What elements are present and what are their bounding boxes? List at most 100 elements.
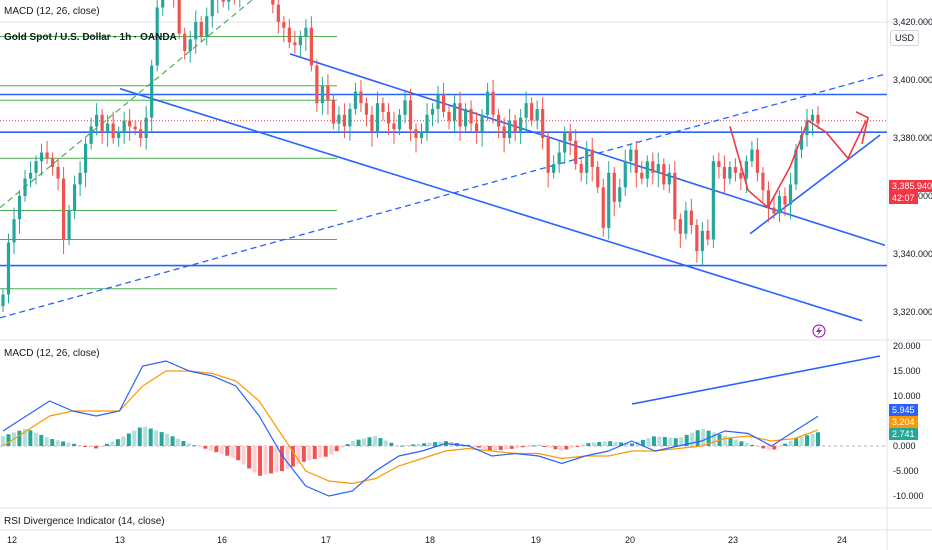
macd-histogram-bar	[362, 438, 367, 446]
macd-histogram-bar	[438, 441, 443, 446]
candle-body	[524, 103, 528, 118]
candle-body	[552, 164, 556, 173]
macd-histogram-bar	[356, 439, 361, 446]
candle-body	[513, 120, 517, 133]
macd-histogram-bar	[88, 446, 93, 448]
candle-body	[111, 123, 115, 138]
currency-button[interactable]: USD	[890, 30, 920, 46]
candle-body	[579, 164, 583, 173]
macd-histogram-bar	[608, 441, 613, 446]
candle-body	[585, 149, 589, 173]
macd-histogram-bar	[591, 442, 596, 446]
candle-body	[139, 129, 143, 138]
macd-histogram-bar	[624, 442, 629, 446]
candle-body	[596, 167, 600, 188]
candle-body	[430, 109, 435, 115]
macd-histogram-bar	[816, 432, 820, 446]
candle-body	[502, 126, 506, 138]
macd-histogram-bar	[176, 438, 181, 446]
macd-histogram-bar	[110, 441, 115, 446]
macd-histogram-bar	[44, 437, 49, 446]
candle-body	[89, 126, 93, 144]
candle-body	[761, 172, 765, 191]
macd-histogram-bar	[170, 436, 175, 446]
green-dashed-trendline	[0, 0, 253, 209]
macd-histogram-bar	[739, 441, 744, 446]
candle-body	[28, 172, 33, 179]
macd-histogram-bar	[290, 446, 295, 467]
macd-histogram-bar	[154, 430, 159, 446]
macd-histogram-bar	[805, 435, 810, 446]
macd-histogram-bar	[55, 440, 60, 446]
candle-body	[612, 172, 616, 202]
macd-histogram-bar	[695, 430, 700, 446]
candle-body	[144, 117, 148, 138]
macd-histogram-bar	[367, 437, 372, 446]
candle-body	[1, 294, 5, 307]
candle-body	[799, 135, 804, 150]
macd-histogram-bar	[269, 446, 274, 474]
macd-histogram-bar	[126, 433, 131, 446]
macd-histogram-bar	[296, 446, 301, 465]
candle-body	[221, 0, 225, 2]
last-price-tag: 3,385.940	[889, 180, 932, 192]
macd-histogram-bar	[657, 436, 662, 446]
candle-body	[39, 152, 44, 162]
candle-body	[106, 123, 110, 133]
macd-histogram-bar	[487, 446, 492, 451]
macd-label[interactable]: MACD (12, 26, close)	[4, 348, 100, 359]
candle-body	[750, 149, 754, 162]
rsi-label[interactable]: RSI Divergence Indicator (14, close)	[4, 516, 165, 527]
price-axis-tick: 3,380.000	[893, 133, 932, 143]
macd-histogram-bar	[203, 446, 208, 449]
candle-body	[34, 161, 38, 173]
macd-histogram-bar	[630, 443, 635, 446]
macd-histogram-bar	[558, 446, 563, 451]
macd-trendline	[631, 355, 881, 405]
time-axis-tick: 23	[728, 535, 738, 545]
macd-histogram-bar	[597, 441, 602, 446]
candle-body	[95, 114, 99, 127]
time-axis-tick: 13	[115, 535, 125, 545]
candle-body	[282, 22, 286, 28]
candle-body	[695, 225, 699, 252]
macd-histogram-bar	[679, 437, 684, 446]
candle-body	[342, 114, 347, 127]
macd-histogram-bar	[662, 437, 667, 446]
candle-body	[816, 114, 820, 124]
macd-histogram-bar	[783, 443, 788, 446]
macd-histogram-bar	[504, 446, 509, 450]
candle-body	[711, 161, 715, 240]
candle-body	[227, 0, 231, 2]
macd-histogram-bar	[225, 446, 230, 456]
candle-body	[474, 123, 479, 133]
macd-histogram-bar	[132, 430, 137, 446]
macd-histogram-bar	[537, 444, 542, 446]
candle-body	[772, 207, 776, 214]
countdown-tag: 42:07	[889, 192, 918, 204]
candle-body	[403, 100, 407, 115]
macd-histogram-bar	[186, 443, 191, 446]
macd-histogram-bar	[323, 446, 328, 457]
candle-body	[463, 109, 468, 127]
candle-body	[183, 33, 187, 51]
candle-body	[684, 210, 688, 234]
signal-value-tag: 3.204	[889, 416, 918, 428]
candle-body	[155, 7, 159, 66]
candle-body	[425, 114, 429, 133]
macd-histogram-bar	[777, 446, 782, 447]
top-indicator-label[interactable]: MACD (12, 26, close)	[4, 6, 100, 17]
candle-body	[287, 27, 291, 43]
macd-histogram-bar	[553, 446, 558, 450]
macd-line	[2, 360, 819, 497]
candle-body	[293, 42, 297, 46]
macd-histogram-bar	[520, 446, 525, 448]
macd-axis-tick: -5.000	[893, 466, 919, 476]
macd-histogram-bar	[476, 446, 481, 448]
macd-histogram-bar	[586, 443, 591, 446]
macd-histogram-bar	[192, 445, 197, 447]
candle-body	[640, 172, 644, 179]
candle-body	[298, 36, 302, 46]
macd-histogram-bar	[651, 436, 656, 446]
